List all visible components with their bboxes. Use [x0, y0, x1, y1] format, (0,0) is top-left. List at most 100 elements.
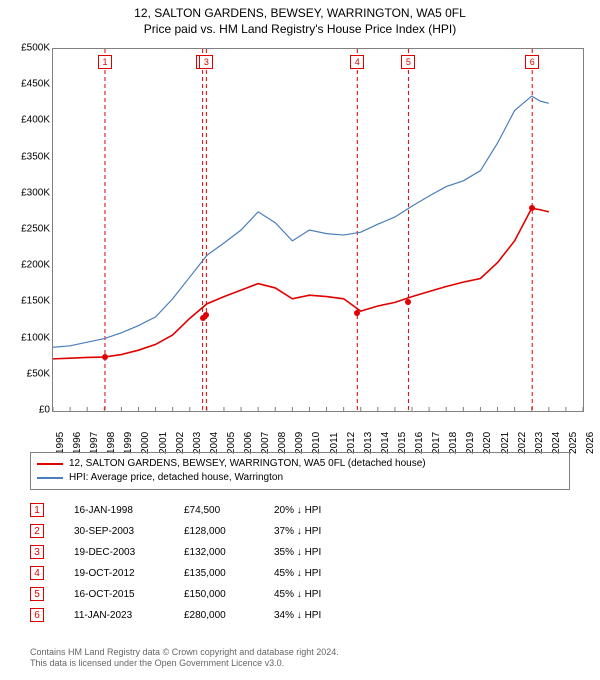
- x-tick-label: 2022: [517, 432, 528, 454]
- y-tick-label: £200K: [6, 260, 50, 271]
- legend-label-property: 12, SALTON GARDENS, BEWSEY, WARRINGTON, …: [69, 457, 426, 471]
- y-tick-label: £250K: [6, 224, 50, 235]
- x-tick-label: 2010: [311, 432, 322, 454]
- sale-row: 3 19-DEC-2003£132,00035% ↓ HPI: [30, 542, 374, 562]
- x-tick-label: 2012: [346, 432, 357, 454]
- title-address: 12, SALTON GARDENS, BEWSEY, WARRINGTON, …: [0, 6, 600, 22]
- sale-row-diff: 35% ↓ HPI: [274, 547, 374, 558]
- sale-point: [203, 312, 209, 318]
- x-tick-label: 1998: [106, 432, 117, 454]
- footer-line2: This data is licensed under the Open Gov…: [30, 658, 339, 670]
- sale-row-marker: 1: [30, 503, 44, 517]
- x-tick-label: 2014: [380, 432, 391, 454]
- sale-row-marker: 2: [30, 524, 44, 538]
- sale-row-marker: 4: [30, 566, 44, 580]
- y-tick-label: £100K: [6, 332, 50, 343]
- sale-row-price: £135,000: [184, 568, 274, 579]
- sale-row-price: £150,000: [184, 589, 274, 600]
- sale-row-price: £132,000: [184, 547, 274, 558]
- x-tick-label: 2017: [431, 432, 442, 454]
- x-tick-label: 2015: [397, 432, 408, 454]
- sale-row: 1 16-JAN-1998£74,50020% ↓ HPI: [30, 500, 374, 520]
- sale-row: 6 11-JAN-2023£280,00034% ↓ HPI: [30, 605, 374, 625]
- x-tick-label: 2001: [158, 432, 169, 454]
- sale-row-marker: 5: [30, 587, 44, 601]
- legend-label-hpi: HPI: Average price, detached house, Warr…: [69, 471, 283, 485]
- sales-table: 1 16-JAN-1998£74,50020% ↓ HPI 2 30-SEP-2003…: [30, 500, 374, 626]
- x-tick-label: 2002: [175, 432, 186, 454]
- sale-point: [354, 310, 360, 316]
- x-tick-label: 2023: [534, 432, 545, 454]
- x-tick-label: 2008: [277, 432, 288, 454]
- sale-row: 5 16-OCT-2015£150,00045% ↓ HPI: [30, 584, 374, 604]
- y-tick-label: £500K: [6, 43, 50, 54]
- footer-line1: Contains HM Land Registry data © Crown c…: [30, 647, 339, 659]
- sale-marker-5: 5: [401, 55, 415, 69]
- y-tick-label: £300K: [6, 187, 50, 198]
- x-tick-label: 2026: [585, 432, 596, 454]
- sale-row-price: £74,500: [184, 505, 274, 516]
- y-tick-label: £0: [6, 405, 50, 416]
- x-tick-label: 2019: [465, 432, 476, 454]
- x-tick-label: 1999: [123, 432, 134, 454]
- x-tick-label: 2004: [209, 432, 220, 454]
- sale-row-diff: 45% ↓ HPI: [274, 568, 374, 579]
- sale-row-diff: 20% ↓ HPI: [274, 505, 374, 516]
- legend-row: 12, SALTON GARDENS, BEWSEY, WARRINGTON, …: [37, 457, 563, 471]
- sale-point: [102, 354, 108, 360]
- legend-swatch-hpi: [37, 477, 63, 479]
- sale-row-date: 16-OCT-2015: [74, 589, 184, 600]
- sale-row-date: 30-SEP-2003: [74, 526, 184, 537]
- sale-row: 2 30-SEP-2003£128,00037% ↓ HPI: [30, 521, 374, 541]
- sale-row-diff: 34% ↓ HPI: [274, 610, 374, 621]
- y-tick-label: £450K: [6, 79, 50, 90]
- sale-row-price: £280,000: [184, 610, 274, 621]
- x-tick-label: 2000: [140, 432, 151, 454]
- chart-plot-area: 123456: [52, 48, 584, 412]
- x-tick-label: 2006: [243, 432, 254, 454]
- sale-row-price: £128,000: [184, 526, 274, 537]
- x-tick-label: 2016: [414, 432, 425, 454]
- legend-row: HPI: Average price, detached house, Warr…: [37, 471, 563, 485]
- sale-marker-3: 3: [199, 55, 213, 69]
- x-tick-label: 2007: [260, 432, 271, 454]
- sale-marker-4: 4: [350, 55, 364, 69]
- y-tick-label: £400K: [6, 115, 50, 126]
- legend: 12, SALTON GARDENS, BEWSEY, WARRINGTON, …: [30, 452, 570, 490]
- plot-svg: [53, 49, 583, 411]
- x-tick-label: 2018: [448, 432, 459, 454]
- sale-row-diff: 37% ↓ HPI: [274, 526, 374, 537]
- sale-row-marker: 3: [30, 545, 44, 559]
- x-tick-label: 1995: [55, 432, 66, 454]
- sale-row-date: 16-JAN-1998: [74, 505, 184, 516]
- sale-point: [405, 299, 411, 305]
- y-tick-label: £50K: [6, 368, 50, 379]
- chart-container: 12, SALTON GARDENS, BEWSEY, WARRINGTON, …: [0, 0, 600, 680]
- x-tick-label: 1996: [72, 432, 83, 454]
- x-tick-label: 2024: [551, 432, 562, 454]
- sale-row: 4 19-OCT-2012£135,00045% ↓ HPI: [30, 563, 374, 583]
- sale-row-date: 19-OCT-2012: [74, 568, 184, 579]
- x-tick-label: 2013: [363, 432, 374, 454]
- y-tick-label: £150K: [6, 296, 50, 307]
- legend-swatch-property: [37, 463, 63, 465]
- x-tick-label: 2011: [329, 432, 340, 454]
- x-tick-label: 2009: [294, 432, 305, 454]
- x-tick-label: 2021: [500, 432, 511, 454]
- chart-title: 12, SALTON GARDENS, BEWSEY, WARRINGTON, …: [0, 0, 600, 37]
- y-tick-label: £350K: [6, 151, 50, 162]
- x-tick-label: 2003: [192, 432, 203, 454]
- sale-row-marker: 6: [30, 608, 44, 622]
- sale-point: [529, 205, 535, 211]
- x-tick-label: 1997: [89, 432, 100, 454]
- x-tick-label: 2005: [226, 432, 237, 454]
- sale-row-diff: 45% ↓ HPI: [274, 589, 374, 600]
- sale-marker-1: 1: [98, 55, 112, 69]
- sale-row-date: 19-DEC-2003: [74, 547, 184, 558]
- x-tick-label: 2025: [568, 432, 579, 454]
- sale-row-date: 11-JAN-2023: [74, 610, 184, 621]
- footer: Contains HM Land Registry data © Crown c…: [30, 647, 339, 670]
- title-subtitle: Price paid vs. HM Land Registry's House …: [0, 22, 600, 38]
- sale-marker-6: 6: [525, 55, 539, 69]
- x-tick-label: 2020: [482, 432, 493, 454]
